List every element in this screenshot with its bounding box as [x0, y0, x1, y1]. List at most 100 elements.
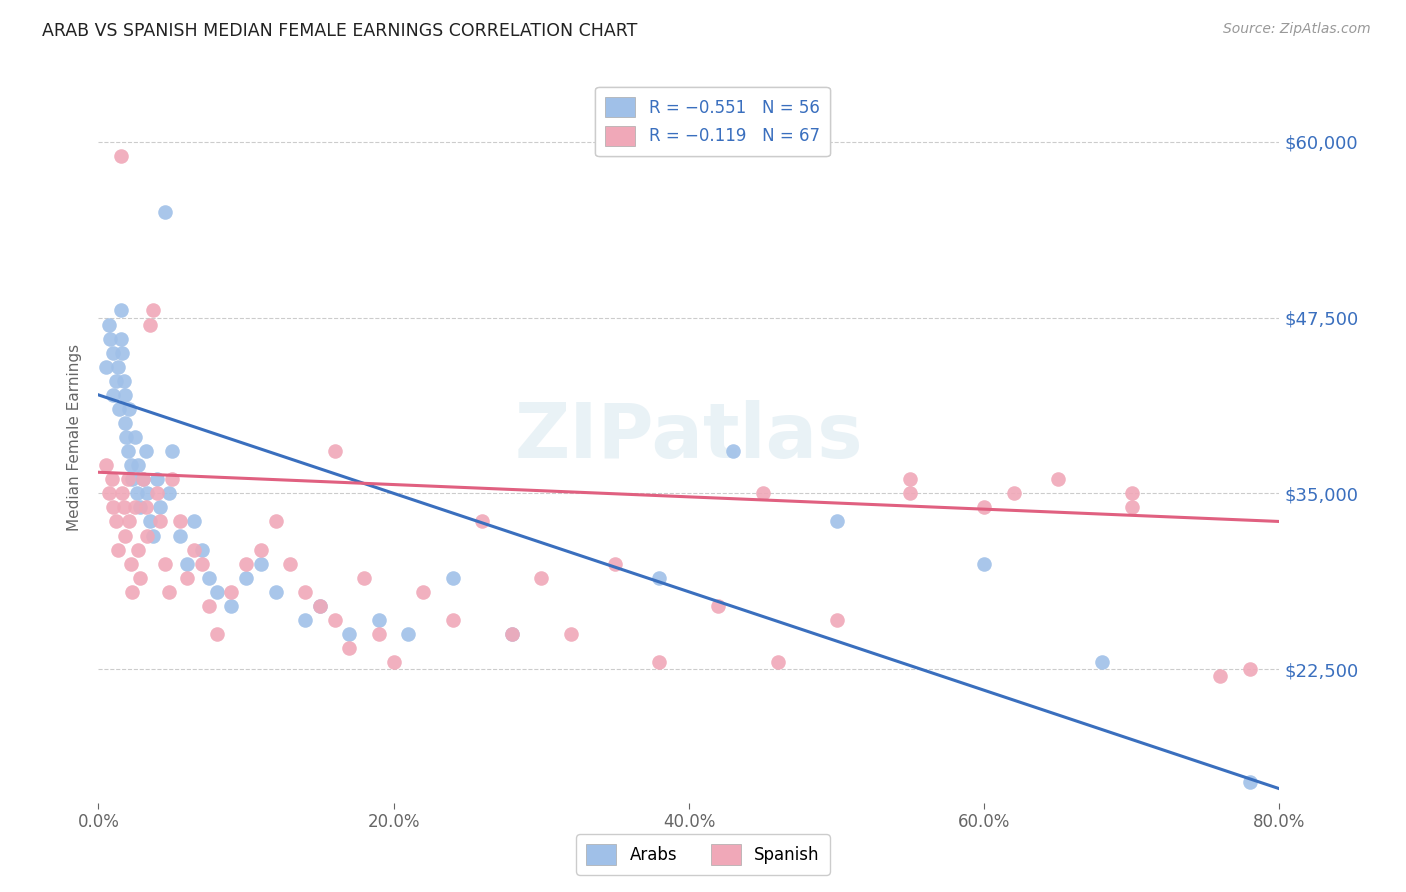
- Point: [973, 500, 995, 515]
- Point: [117, 444, 139, 458]
- Point: [118, 515, 141, 529]
- Point: [648, 655, 671, 669]
- Point: [648, 571, 671, 585]
- Point: [118, 401, 141, 416]
- Point: [198, 571, 221, 585]
- Point: [139, 318, 162, 332]
- Point: [205, 584, 228, 599]
- Point: [142, 528, 165, 542]
- Point: [110, 149, 132, 163]
- Point: [198, 599, 221, 613]
- Point: [169, 515, 191, 529]
- Point: [1121, 500, 1143, 515]
- Point: [1239, 662, 1261, 676]
- Point: [766, 655, 789, 669]
- Point: [146, 472, 169, 486]
- Point: [136, 486, 159, 500]
- Point: [1239, 774, 1261, 789]
- Point: [97, 318, 120, 332]
- Text: ARAB VS SPANISH MEDIAN FEMALE EARNINGS CORRELATION CHART: ARAB VS SPANISH MEDIAN FEMALE EARNINGS C…: [42, 22, 637, 40]
- Point: [441, 571, 464, 585]
- Point: [900, 486, 922, 500]
- Point: [280, 557, 302, 571]
- Point: [825, 613, 848, 627]
- Point: [1002, 486, 1025, 500]
- Point: [128, 500, 150, 515]
- Point: [560, 627, 582, 641]
- Point: [103, 388, 125, 402]
- Point: [1046, 472, 1070, 486]
- Point: [309, 599, 332, 613]
- Point: [114, 388, 136, 402]
- Point: [530, 571, 553, 585]
- Point: [752, 486, 775, 500]
- Point: [111, 345, 134, 359]
- Point: [157, 584, 180, 599]
- Point: [412, 584, 434, 599]
- Point: [103, 500, 125, 515]
- Point: [1209, 669, 1232, 683]
- Point: [183, 542, 205, 557]
- Point: [132, 472, 155, 486]
- Point: [100, 472, 122, 486]
- Point: [97, 486, 120, 500]
- Point: [368, 613, 391, 627]
- Point: [398, 627, 420, 641]
- Point: [110, 303, 132, 318]
- Point: [149, 515, 172, 529]
- Point: [107, 359, 129, 374]
- Point: [121, 472, 143, 486]
- Point: [132, 472, 155, 486]
- Point: [1091, 655, 1114, 669]
- Point: [221, 584, 243, 599]
- Point: [146, 486, 169, 500]
- Text: Source: ZipAtlas.com: Source: ZipAtlas.com: [1223, 22, 1371, 37]
- Point: [162, 472, 183, 486]
- Point: [111, 486, 134, 500]
- Point: [707, 599, 730, 613]
- Point: [98, 332, 121, 346]
- Point: [339, 641, 361, 656]
- Point: [294, 613, 316, 627]
- Point: [973, 557, 995, 571]
- Point: [723, 444, 745, 458]
- Point: [605, 557, 627, 571]
- Point: [825, 515, 848, 529]
- Point: [471, 515, 494, 529]
- Point: [368, 627, 391, 641]
- Point: [900, 472, 922, 486]
- Point: [124, 430, 146, 444]
- Point: [105, 374, 128, 388]
- Point: [162, 444, 183, 458]
- Point: [135, 500, 157, 515]
- Point: [157, 486, 180, 500]
- Point: [153, 205, 176, 219]
- Y-axis label: Median Female Earnings: Median Female Earnings: [67, 343, 83, 531]
- Point: [110, 332, 132, 346]
- Point: [221, 599, 243, 613]
- Point: [125, 486, 148, 500]
- Point: [250, 557, 273, 571]
- Point: [127, 458, 149, 473]
- Point: [264, 515, 287, 529]
- Text: ZIPatlas: ZIPatlas: [515, 401, 863, 474]
- Point: [235, 571, 257, 585]
- Point: [115, 430, 138, 444]
- Point: [135, 444, 157, 458]
- Point: [153, 557, 176, 571]
- Point: [191, 542, 214, 557]
- Point: [382, 655, 405, 669]
- Point: [128, 571, 150, 585]
- Point: [94, 458, 117, 473]
- Point: [108, 401, 131, 416]
- Point: [309, 599, 332, 613]
- Point: [191, 557, 214, 571]
- Point: [176, 571, 198, 585]
- Point: [323, 613, 346, 627]
- Point: [1121, 486, 1143, 500]
- Point: [235, 557, 257, 571]
- Point: [112, 500, 135, 515]
- Point: [339, 627, 361, 641]
- Point: [105, 515, 128, 529]
- Point: [323, 444, 346, 458]
